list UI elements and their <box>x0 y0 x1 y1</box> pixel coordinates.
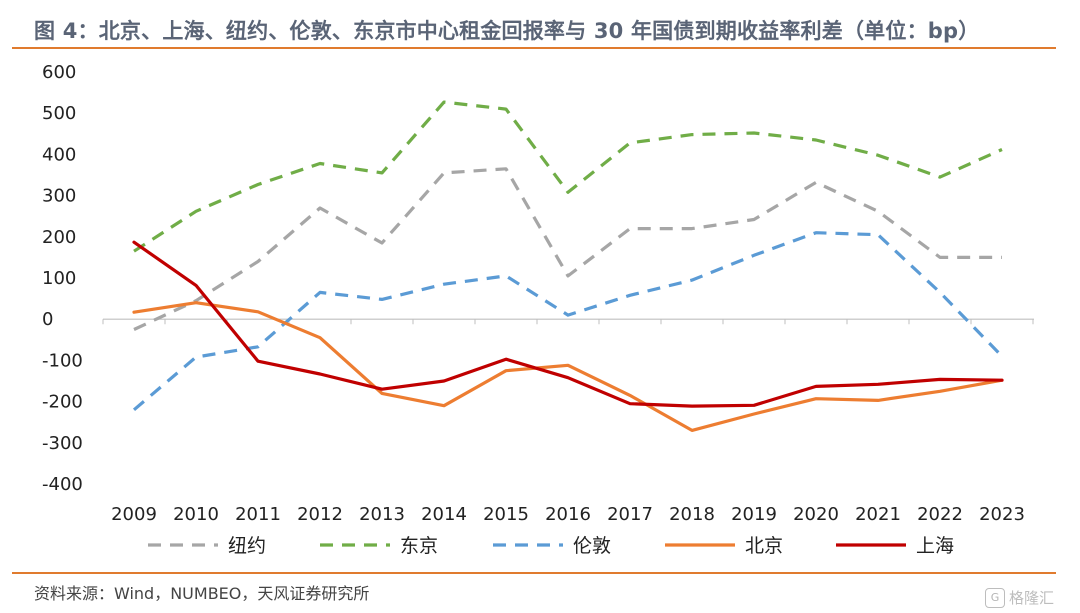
y-tick-label: 0 <box>42 309 53 330</box>
y-axis-ticks: 600 500 400 300 200 100 0 -100 -200 -300 -400 <box>42 62 83 495</box>
y-tick-label: 100 <box>42 268 76 289</box>
chart-legend: 纽约 东京 伦敦 北京 上海 <box>148 535 954 557</box>
legend-label: 纽约 <box>228 535 266 557</box>
y-tick-label: 600 <box>42 62 76 83</box>
line-chart: 600 500 400 300 200 100 0 -100 -200 -300 -400 2009… <box>42 62 1034 557</box>
x-tick-label: 2012 <box>297 504 343 525</box>
legend-label: 伦敦 <box>573 535 611 557</box>
x-tick-label: 2010 <box>173 504 219 525</box>
x-tick-label: 2013 <box>359 504 405 525</box>
y-tick-label: -100 <box>42 350 83 371</box>
series-line-1 <box>133 167 1002 331</box>
legend-label: 东京 <box>400 535 438 557</box>
x-tick-label: 2019 <box>731 504 777 525</box>
x-tick-label: 2017 <box>607 504 653 525</box>
x-tick-label: 2023 <box>979 504 1025 525</box>
y-tick-label: -300 <box>42 433 83 454</box>
x-tick-label: 2009 <box>111 504 157 525</box>
watermark-logo-icon: G <box>984 587 1005 608</box>
x-tick-label: 2018 <box>669 504 715 525</box>
x-tick-label: 2011 <box>235 504 281 525</box>
y-tick-label: -400 <box>42 474 83 495</box>
watermark: G 格隆汇 <box>984 587 1054 608</box>
x-tick-label: 2014 <box>421 504 467 525</box>
y-tick-label: 500 <box>42 103 76 124</box>
x-axis: 2009 2010 2011 2012 2013 2014 2015 2016 2017 2018… <box>102 318 1034 525</box>
watermark-text: 格隆汇 <box>1008 589 1054 607</box>
legend-label: 北京 <box>745 535 783 557</box>
x-tick-label: 2016 <box>545 504 591 525</box>
y-tick-label: 200 <box>42 227 76 248</box>
series-line-4 <box>132 301 1004 432</box>
y-tick-label: 400 <box>42 144 76 165</box>
x-tick-label: 2021 <box>855 504 901 525</box>
source-note: 资料来源：Wind，NUMBEO，天风证券研究所 <box>34 584 370 603</box>
series-line-5 <box>132 240 1004 408</box>
x-tick-label: 2020 <box>793 504 839 525</box>
y-tick-label: -200 <box>42 392 83 413</box>
series-lines <box>132 100 1004 432</box>
legend-label: 上海 <box>916 535 954 557</box>
y-tick-label: 300 <box>42 186 76 207</box>
series-line-2 <box>133 100 1003 253</box>
source-divider <box>12 572 1056 574</box>
title-divider <box>12 47 1056 49</box>
x-tick-label: 2015 <box>483 504 529 525</box>
chart-title: 图 4：北京、上海、纽约、伦敦、东京市中心租金回报率与 30 年国债到期收益率利… <box>34 19 980 43</box>
x-tick-label: 2022 <box>917 504 963 525</box>
series-line-3 <box>132 231 1004 412</box>
